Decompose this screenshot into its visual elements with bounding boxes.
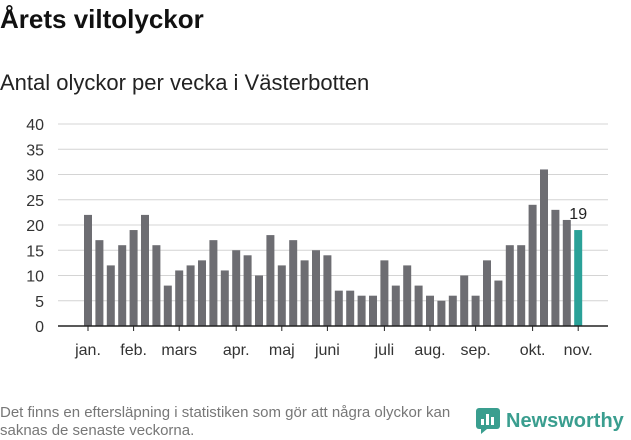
bar bbox=[323, 255, 332, 326]
x-tick-label: juni bbox=[314, 342, 340, 359]
y-tick-label: 30 bbox=[26, 168, 44, 185]
bar bbox=[84, 214, 92, 326]
y-tick-label: 35 bbox=[26, 142, 44, 159]
bar bbox=[357, 295, 366, 326]
bar bbox=[198, 260, 206, 326]
bar bbox=[517, 245, 526, 326]
bar bbox=[312, 250, 320, 326]
x-tick-label: mars bbox=[161, 342, 197, 359]
bar bbox=[255, 275, 263, 326]
bar bbox=[163, 285, 172, 326]
bar bbox=[505, 245, 514, 326]
x-tick-label: nov. bbox=[564, 342, 593, 359]
brand-name: Newsworthy bbox=[506, 409, 624, 432]
bar bbox=[220, 270, 229, 326]
bar bbox=[266, 235, 275, 326]
bar bbox=[300, 260, 309, 326]
bar bbox=[551, 209, 560, 326]
bar bbox=[380, 260, 389, 326]
bar bbox=[369, 295, 377, 326]
bar bbox=[152, 245, 161, 326]
bar bbox=[540, 169, 548, 326]
bar bbox=[437, 300, 446, 326]
y-tick-label: 5 bbox=[35, 294, 44, 311]
y-tick-label: 15 bbox=[26, 243, 44, 260]
bar bbox=[334, 290, 343, 326]
x-tick-label: apr. bbox=[223, 342, 250, 359]
bar bbox=[460, 275, 469, 326]
newsworthy-logo-icon bbox=[476, 408, 500, 434]
x-tick-label: aug. bbox=[414, 342, 445, 359]
bar bbox=[106, 265, 115, 326]
bar bbox=[289, 240, 298, 326]
y-tick-label: 10 bbox=[26, 269, 44, 286]
bar bbox=[129, 230, 138, 326]
bar bbox=[95, 240, 104, 326]
y-tick-label: 40 bbox=[26, 117, 44, 134]
bar bbox=[528, 204, 537, 326]
y-tick-label: 20 bbox=[26, 218, 44, 235]
y-tick-label: 25 bbox=[26, 193, 44, 210]
bar bbox=[574, 230, 583, 326]
data-label: 19 bbox=[569, 206, 587, 223]
bar bbox=[346, 290, 355, 326]
bar bbox=[494, 280, 503, 326]
x-tick-label: okt. bbox=[520, 342, 546, 359]
bar bbox=[448, 295, 457, 326]
chart-subtitle: Antal olyckor per vecka i Västerbotten bbox=[0, 70, 370, 95]
bar bbox=[426, 295, 434, 326]
bar bbox=[209, 240, 218, 326]
bar bbox=[403, 265, 412, 326]
bar bbox=[391, 285, 400, 326]
bar bbox=[175, 270, 184, 326]
chart-title: Årets viltolyckor bbox=[0, 4, 204, 34]
bar bbox=[483, 260, 491, 326]
brand-logo: Newsworthy bbox=[476, 408, 624, 434]
bar bbox=[277, 265, 286, 326]
bar bbox=[118, 245, 127, 326]
bar bbox=[186, 265, 195, 326]
bar bbox=[243, 255, 252, 326]
bar bbox=[232, 250, 241, 326]
bar bbox=[471, 295, 480, 326]
x-tick-label: maj bbox=[269, 342, 295, 359]
bar bbox=[414, 285, 423, 326]
x-tick-label: jan. bbox=[74, 342, 101, 359]
x-tick-label: feb. bbox=[120, 342, 147, 359]
bar bbox=[562, 219, 571, 326]
bar bbox=[141, 214, 149, 326]
y-tick-label: 0 bbox=[35, 319, 44, 336]
x-tick-label: sep. bbox=[460, 342, 490, 359]
footnote: Det finns en eftersläpning i statistiken… bbox=[0, 404, 451, 439]
x-tick-label: juli bbox=[374, 342, 395, 359]
